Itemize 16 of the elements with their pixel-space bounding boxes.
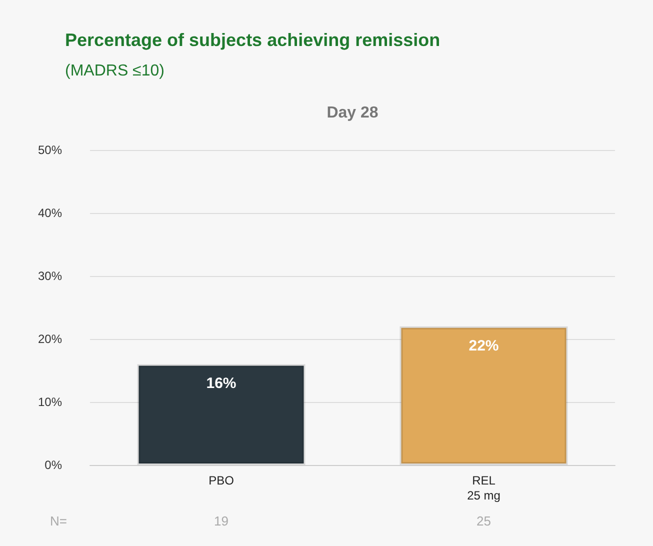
y-tick-label: 30% <box>38 269 62 283</box>
chart-title: Percentage of subjects achieving remission <box>65 30 440 50</box>
y-tick-label: 10% <box>38 395 62 409</box>
y-tick-label: 20% <box>38 332 62 346</box>
x-tick-label: REL 25 mg <box>467 474 500 502</box>
x-tick-label: PBO <box>208 474 234 488</box>
chart-subtitle: (MADRS ≤10) <box>65 62 164 80</box>
text: Day 28 <box>326 104 378 122</box>
text: 25 <box>476 514 491 528</box>
data-label: 22% <box>468 337 499 354</box>
y-tick-label: 0% <box>44 458 62 472</box>
y-tick-label: 40% <box>38 206 62 220</box>
data-label: 16% <box>206 375 236 392</box>
y-tick-label: 50% <box>38 143 62 157</box>
text: 19 <box>214 514 228 528</box>
text: N= <box>50 514 67 528</box>
